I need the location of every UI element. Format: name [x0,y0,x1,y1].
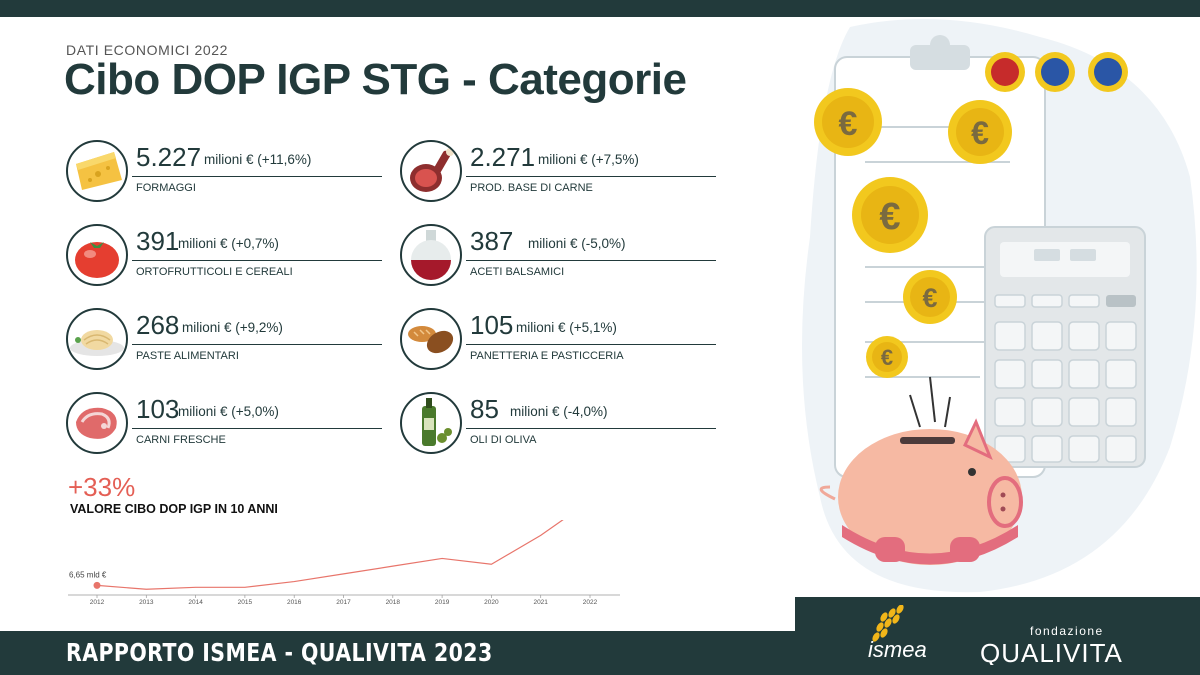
category-item: 391 milioni € (+0,7%) ORTOFRUTTICOLI E C… [66,224,382,286]
category-unit: milioni € (+11,6%) [204,152,312,167]
category-label: OLI DI OLIVA [470,434,537,446]
category-label: PASTE ALIMENTARI [136,350,239,362]
svg-text:€: € [881,345,893,370]
category-label: PROD. BASE DI CARNE [470,182,593,194]
category-label: CARNI FRESCHE [136,434,226,446]
euro-coin-icon: € € € € € [814,88,1012,378]
category-item: 85 milioni € (-4,0%) OLI DI OLIVA [400,392,716,454]
ismea-logo: ismea [868,605,927,662]
quality-seals-icon [985,52,1128,92]
category-unit: milioni € (-4,0%) [510,404,608,419]
svg-text:€: € [879,196,900,238]
category-item: 2.271 milioni € (+7,5%) PROD. BASE DI CA… [400,140,716,202]
divider [132,344,382,345]
category-label: FORMAGGI [136,182,196,194]
growth-label: VALORE CIBO DOP IGP IN 10 ANNI [70,502,278,516]
category-value: 2.271 [470,142,536,172]
divider [466,344,716,345]
category-value: 103 [136,394,180,424]
category-item: 105 milioni € (+5,1%) PANETTERIA E PASTI… [400,308,716,370]
series-line [96,520,564,590]
x-tick-label: 2022 [583,599,598,606]
x-tick-label: 2021 [533,599,548,606]
footer-title: RAPPORTO ISMEA - QUALIVITA 2023 [66,638,493,667]
top-bar [0,0,1200,17]
page-subtitle: DATI ECONOMICI 2022 [66,42,229,58]
finance-illustration: € € € € € [802,19,1197,593]
x-tick-label: 2020 [484,599,499,606]
piggy-bank-icon [819,418,1023,565]
line-chart: 2012 2013 2014 2015 2016 2017 2018 2019 2020 2021… [68,520,620,606]
vinegar-icon [400,224,462,286]
divider [466,176,716,177]
x-tick-label: 2018 [386,599,401,606]
category-value: 268 [136,310,180,340]
svg-text:fondazione: fondazione [1030,624,1104,638]
category-unit: milioni € (+5,1%) [516,320,617,335]
category-value: 391 [136,226,180,256]
bread-icon [400,308,462,370]
x-tick-label: 2013 [139,599,154,606]
divider [466,260,716,261]
ismea-logo-text: ismea [868,637,927,662]
category-value: 387 [470,226,514,256]
ham-icon [400,140,462,202]
svg-text:€: € [839,105,858,143]
page-title: Cibo DOP IGP STG - Categorie [64,55,687,104]
category-label: ACETI BALSAMICI [470,266,565,278]
category-value: 85 [470,394,499,424]
category-item: 103 milioni € (+5,0%) CARNI FRESCHE [66,392,382,454]
svg-text:€: € [922,283,937,313]
olive-oil-icon [400,392,462,454]
x-tick-label: 2016 [287,599,302,606]
data-point [93,581,101,589]
x-tick-label: 2014 [188,599,203,606]
wheat-icon [872,605,904,642]
category-unit: milioni € (+9,2%) [182,320,283,335]
cheese-icon [66,140,128,202]
x-tick-label: 2019 [435,599,450,606]
divider [466,428,716,429]
divider [132,428,382,429]
x-tick-label: 2012 [90,599,105,606]
category-item: 387 milioni € (-5,0%) ACETI BALSAMICI [400,224,716,286]
pasta-icon [66,308,128,370]
category-item: 5.227 milioni € (+11,6%) FORMAGGI [66,140,382,202]
category-value: 5.227 [136,142,202,172]
category-item: 268 milioni € (+9,2%) PASTE ALIMENTARI [66,308,382,370]
footer-logo-panel [795,597,1200,675]
growth-percent: +33% [68,472,136,502]
category-value: 105 [470,310,514,340]
tomato-icon [66,224,128,286]
steak-icon [66,392,128,454]
svg-text:€: € [971,115,989,151]
qualivita-logo: fondazione QUALIVITA [980,624,1123,665]
category-unit: milioni € (+7,5%) [538,152,639,167]
motion-lines-icon [909,376,951,428]
category-label: PANETTERIA E PASTICCERIA [470,350,624,362]
x-tick-label: 2017 [336,599,351,606]
svg-text:QUALIVITA: QUALIVITA [980,638,1123,665]
category-unit: milioni € (+5,0%) [178,404,279,419]
category-unit: milioni € (+0,7%) [178,236,279,251]
category-unit: milioni € (-5,0%) [528,236,626,251]
category-label: ORTOFRUTTICOLI E CEREALI [136,266,293,278]
x-tick-label: 2015 [238,599,253,606]
data-label: 6,65 mld € [69,570,107,579]
divider [132,260,382,261]
divider [132,176,382,177]
